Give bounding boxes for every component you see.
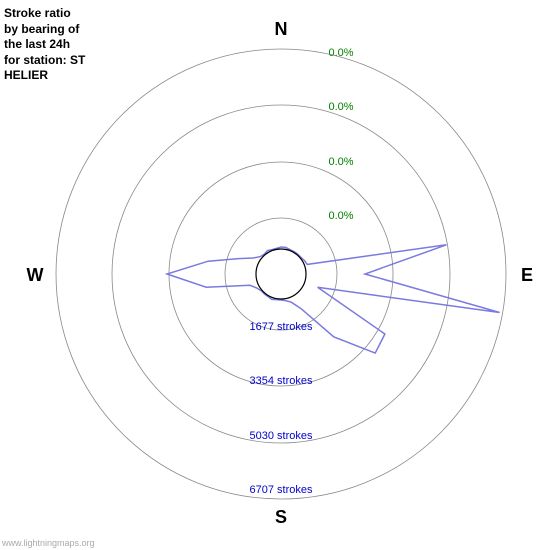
polar-chart: 0.0% 0.0% 0.0% 0.0% 1677 strokes 3354 strokes… [0, 0, 550, 550]
strokes-label: 3354 strokes [250, 375, 313, 387]
center-hole [256, 249, 306, 299]
ratio-label: 0.0% [328, 101, 353, 113]
strokes-label: 5030 strokes [250, 430, 313, 442]
cardinal-w: W [27, 265, 44, 285]
strokes-label: 1677 strokes [250, 321, 313, 333]
ratio-label: 0.0% [328, 156, 353, 168]
strokes-label: 6707 strokes [250, 484, 313, 496]
cardinal-s: S [275, 507, 287, 527]
cardinal-e: E [521, 265, 533, 285]
ratio-label: 0.0% [328, 210, 353, 222]
ratio-label: 0.0% [328, 47, 353, 59]
cardinal-n: N [275, 19, 288, 39]
